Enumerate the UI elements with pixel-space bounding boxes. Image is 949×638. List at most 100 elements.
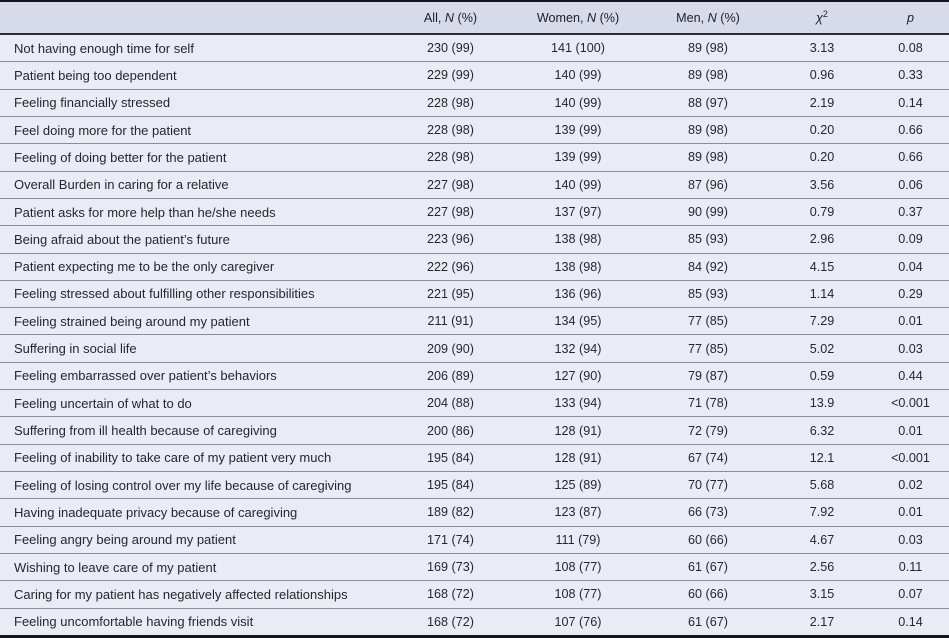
table-header: All, N (%) Women, N (%) Men, N (%) χ2 p [0,1,949,35]
item-cell: Suffering from ill health because of car… [0,416,389,445]
p-cell: 0.01 [872,498,949,527]
men-cell: 88 (97) [644,88,772,117]
men-cell: 79 (87) [644,361,772,390]
item-cell: Feeling stressed about fulfilling other … [0,279,389,308]
chi-square-cell: 13.9 [772,389,872,417]
all-cell: 204 (88) [389,389,512,417]
col-header-item [0,1,389,35]
p-cell: 0.44 [872,361,949,390]
men-cell: 89 (98) [644,143,772,172]
item-cell: Feeling of losing control over my life b… [0,470,389,499]
table-row: Feel doing more for the patient 228 (98) 1… [0,115,949,144]
women-cell: 107 (76) [512,607,644,637]
col-header-chi-square: χ2 [772,1,872,35]
table-body: Not having enough time for self 230 (99) 1… [0,34,949,637]
all-cell: 171 (74) [389,525,512,554]
p-cell: 0.04 [872,252,949,281]
col-header-p: p [872,1,949,35]
women-cell: 141 (100) [512,34,644,62]
col-header-men: Men, N (%) [644,1,772,35]
chi-square-cell: 3.15 [772,580,872,609]
p-cell: 0.66 [872,115,949,144]
chi-square-cell: 2.19 [772,88,872,117]
women-cell: 138 (98) [512,225,644,253]
table-row: Feeling stressed about fulfilling other … [0,279,949,308]
men-cell: 72 (79) [644,416,772,445]
col-header-women-suffix: (%) [596,10,620,25]
men-cell: 77 (85) [644,307,772,335]
header-row: All, N (%) Women, N (%) Men, N (%) χ2 p [0,1,949,35]
item-cell: Patient being too dependent [0,61,389,90]
p-cell: 0.11 [872,552,949,581]
all-cell: 200 (86) [389,416,512,445]
chi-square-cell: 7.29 [772,307,872,335]
item-cell: Having inadequate privacy because of car… [0,498,389,527]
men-cell: 85 (93) [644,279,772,308]
all-cell: 223 (96) [389,225,512,253]
table-row: Not having enough time for self 230 (99) 1… [0,34,949,62]
chi-square-cell: 12.1 [772,443,872,472]
women-cell: 128 (91) [512,443,644,472]
all-cell: 211 (91) [389,307,512,335]
item-cell: Feeling of doing better for the patient [0,143,389,172]
p-cell: 0.03 [872,525,949,554]
item-cell: Feeling financially stressed [0,88,389,117]
p-cell: <0.001 [872,443,949,472]
men-cell: 89 (98) [644,34,772,62]
table-row: Feeling uncomfortable having friends vis… [0,607,949,637]
table-row: Having inadequate privacy because of car… [0,498,949,527]
chi-square-cell: 0.96 [772,61,872,90]
item-cell: Overall Burden in caring for a relative [0,170,389,199]
col-header-women-n: N [586,10,597,25]
table-row: Feeling financially stressed 228 (98) 140 … [0,88,949,117]
table-row: Wishing to leave care of my patient 169 (… [0,552,949,581]
item-cell: Not having enough time for self [0,34,389,62]
all-cell: 189 (82) [389,498,512,527]
men-cell: 85 (93) [644,225,772,253]
chi-superscript: 2 [822,8,828,19]
chi-square-cell: 5.02 [772,334,872,363]
all-cell: 195 (84) [389,443,512,472]
col-header-men-suffix: (%) [716,10,740,25]
all-cell: 229 (99) [389,61,512,90]
men-cell: 67 (74) [644,443,772,472]
table-row: Patient asks for more help than he/she n… [0,197,949,226]
all-cell: 206 (89) [389,361,512,390]
chi-square-cell: 2.17 [772,607,872,637]
men-cell: 84 (92) [644,252,772,281]
item-cell: Feeling of inability to take care of my … [0,443,389,472]
p-cell: 0.01 [872,416,949,445]
p-cell: 0.29 [872,279,949,308]
chi-square-cell: 2.96 [772,225,872,253]
p-symbol: p [906,10,914,25]
women-cell: 127 (90) [512,361,644,390]
table-row: Patient expecting me to be the only care… [0,252,949,281]
table-row: Feeling angry being around my patient 171… [0,525,949,554]
women-cell: 140 (99) [512,61,644,90]
women-cell: 137 (97) [512,197,644,226]
women-cell: 128 (91) [512,416,644,445]
men-cell: 66 (73) [644,498,772,527]
p-cell: 0.08 [872,34,949,62]
p-cell: 0.14 [872,607,949,637]
women-cell: 108 (77) [512,552,644,581]
col-header-women-prefix: Women, [536,10,587,25]
p-cell: <0.001 [872,389,949,417]
all-cell: 227 (98) [389,197,512,226]
chi-square-cell: 7.92 [772,498,872,527]
table-row: Feeling strained being around my patient… [0,307,949,335]
chi-square-cell: 0.20 [772,143,872,172]
chi-square-cell: 5.68 [772,470,872,499]
all-cell: 228 (98) [389,143,512,172]
col-header-all-prefix: All, [423,10,445,25]
p-cell: 0.01 [872,307,949,335]
table-row: Feeling of doing better for the patient 2… [0,143,949,172]
col-header-women: Women, N (%) [512,1,644,35]
women-cell: 140 (99) [512,88,644,117]
men-cell: 61 (67) [644,552,772,581]
men-cell: 90 (99) [644,197,772,226]
all-cell: 195 (84) [389,470,512,499]
men-cell: 77 (85) [644,334,772,363]
item-cell: Feeling embarrassed over patient’s behav… [0,361,389,390]
all-cell: 228 (98) [389,115,512,144]
